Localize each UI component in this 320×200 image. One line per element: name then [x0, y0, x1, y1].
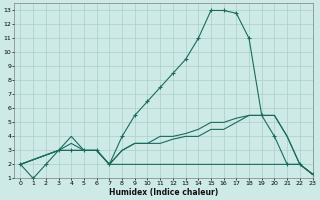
X-axis label: Humidex (Indice chaleur): Humidex (Indice chaleur)	[109, 188, 218, 197]
